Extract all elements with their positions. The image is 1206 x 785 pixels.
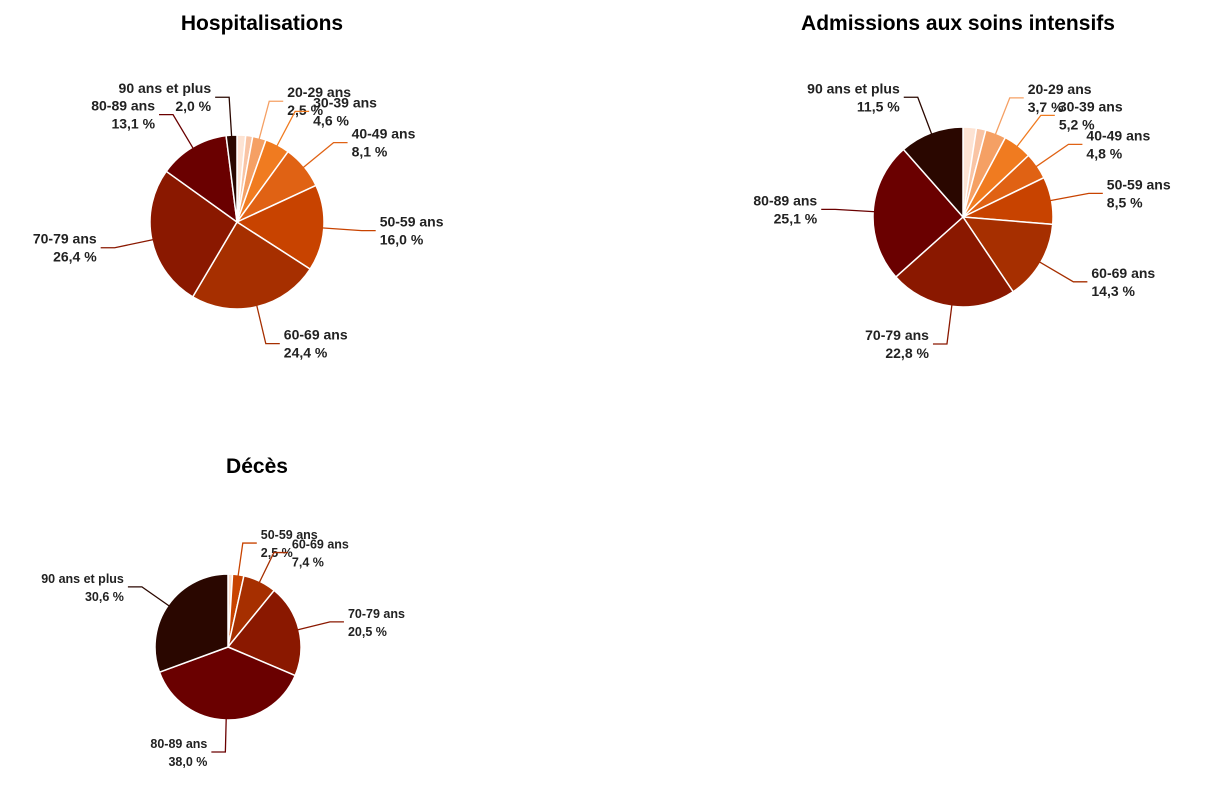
slice-label: 30-39 ans (313, 94, 377, 110)
slice-label: 20-29 ans (1028, 81, 1092, 97)
leader-line (903, 96, 933, 135)
slice-label: 70-79 ans (33, 231, 97, 247)
slice-label: 20-29 ans (287, 84, 351, 100)
leader-line (1049, 192, 1103, 202)
pie: 20-29 ans 2,5 %30-39 ans 4,6 %40-49 ans 8,1… (33, 80, 444, 360)
value-label: 30,6 % (85, 590, 124, 604)
value-label: 2,0 % (175, 98, 211, 114)
slice-label: 70-79 ans (865, 327, 929, 343)
pie: 20-29 ans 3,7 %30-39 ans 5,2 %40-49 ans 4,8… (753, 80, 1170, 361)
leader-line (237, 542, 257, 577)
chart-title: Décès (226, 455, 288, 478)
value-label: 2,5 % (287, 102, 323, 118)
leader-line (100, 238, 154, 249)
value-label: 8,1 % (352, 144, 388, 160)
value-label: 11,5 % (857, 98, 900, 114)
value-label: 7,4 % (292, 556, 324, 570)
leader-line (215, 96, 233, 138)
slice-label: 70-79 ans (348, 607, 405, 621)
value-label: 22,8 % (885, 345, 929, 361)
value-label: 24,4 % (284, 345, 328, 361)
slice-label: 80-89 ans (91, 98, 155, 114)
slice-label: 80-89 ans (150, 737, 207, 751)
leader-line (302, 141, 348, 169)
value-label: 4,8 % (1086, 145, 1122, 161)
leader-line (321, 227, 376, 232)
leader-line (1015, 114, 1055, 148)
value-label: 4,6 % (313, 112, 349, 128)
chart-title: Admissions aux soins intensifs (801, 12, 1115, 35)
value-label: 38,0 % (168, 755, 207, 769)
leader-line (994, 97, 1024, 136)
value-label: 25,1 % (774, 210, 818, 226)
value-label: 26,4 % (53, 249, 97, 265)
slice-label: 60-69 ans (1091, 265, 1155, 281)
slice-label: 40-49 ans (1086, 127, 1150, 143)
leader-line (211, 717, 227, 753)
value-label: 16,0 % (380, 232, 424, 248)
leader-line (127, 586, 171, 607)
slice-label: 50-59 ans (261, 528, 318, 542)
leader-line (258, 100, 284, 141)
value-label: 14,3 % (1091, 283, 1135, 299)
value-label: 13,1 % (111, 116, 155, 132)
slice-label: 30-39 ans (1059, 98, 1123, 114)
slice-label: 90 ans et plus (41, 572, 124, 586)
slice-label: 50-59 ans (380, 214, 444, 230)
leader-line (821, 208, 876, 213)
leader-line (296, 621, 344, 631)
value-label: 20,5 % (348, 625, 387, 639)
slice-label: 90 ans et plus (807, 80, 900, 96)
value-label: 5,2 % (1059, 116, 1095, 132)
leader-line (255, 304, 280, 345)
slice-label: 60-69 ans (292, 538, 349, 552)
leader-line (1035, 143, 1083, 168)
slice-label: 80-89 ans (753, 192, 817, 208)
slice-label: 40-49 ans (352, 126, 416, 142)
chart-title: Hospitalisations (181, 12, 343, 35)
leader-line (275, 110, 310, 148)
leader-line (159, 113, 195, 150)
value-label: 8,5 % (1107, 194, 1143, 210)
slice-label: 90 ans et plus (119, 80, 212, 96)
leader-line (932, 304, 953, 345)
value-label: 3,7 % (1028, 99, 1064, 115)
slice-label: 50-59 ans (1107, 176, 1171, 192)
leader-line (1038, 260, 1088, 283)
slice-label: 60-69 ans (284, 327, 348, 343)
leader-line (258, 551, 288, 584)
